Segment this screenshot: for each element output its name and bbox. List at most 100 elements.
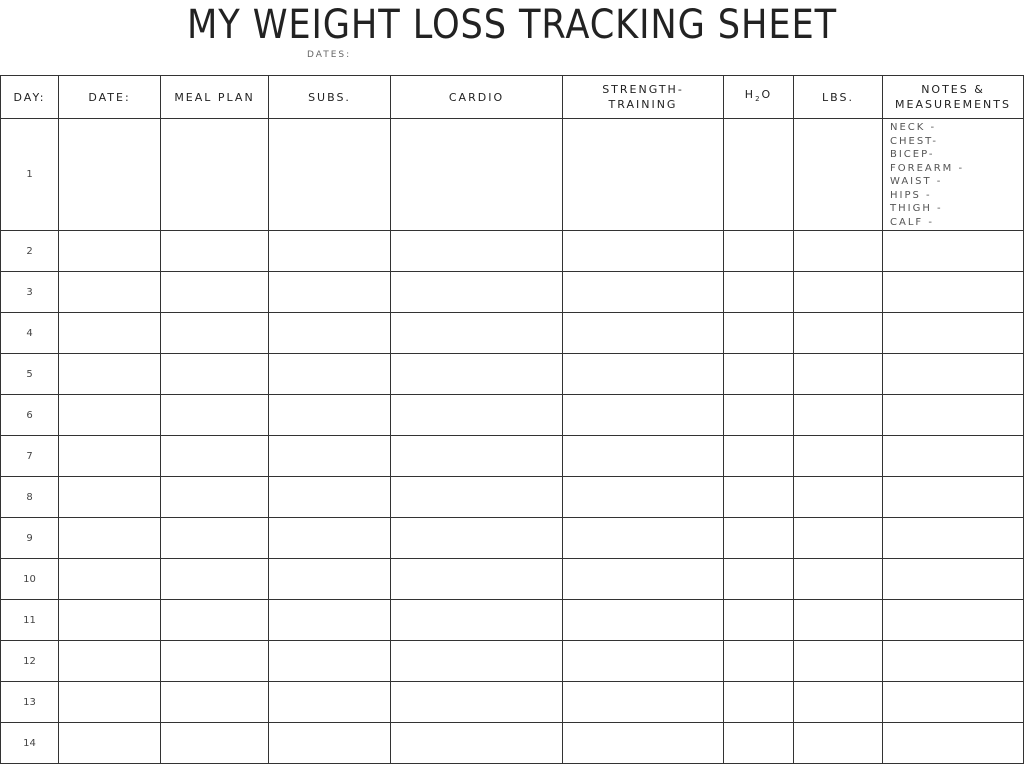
cardio-cell[interactable]: [390, 271, 563, 313]
lbs-cell[interactable]: [793, 271, 883, 313]
lbs-cell[interactable]: [793, 435, 883, 477]
date-cell[interactable]: [58, 476, 161, 518]
notes-cell[interactable]: NECK - CHEST- BICEP- FOREARM - WAIST - HIPS -…: [882, 118, 1024, 231]
date-cell[interactable]: [58, 599, 161, 641]
subs-cell[interactable]: [268, 476, 391, 518]
lbs-cell[interactable]: [793, 517, 883, 559]
meal-plan-cell[interactable]: [160, 271, 269, 313]
notes-cell[interactable]: [882, 435, 1024, 477]
strength-training-cell[interactable]: [562, 517, 724, 559]
water-cell[interactable]: [723, 271, 794, 313]
subs-cell[interactable]: [268, 394, 391, 436]
cardio-cell[interactable]: [390, 435, 563, 477]
subs-cell[interactable]: [268, 230, 391, 272]
cardio-cell[interactable]: [390, 599, 563, 641]
subs-cell[interactable]: [268, 353, 391, 395]
meal-plan-cell[interactable]: [160, 558, 269, 600]
meal-plan-cell[interactable]: [160, 681, 269, 723]
water-cell[interactable]: [723, 394, 794, 436]
lbs-cell[interactable]: [793, 353, 883, 395]
water-cell[interactable]: [723, 118, 794, 231]
date-cell[interactable]: [58, 118, 161, 231]
cardio-cell[interactable]: [390, 118, 563, 231]
meal-plan-cell[interactable]: [160, 230, 269, 272]
water-cell[interactable]: [723, 517, 794, 559]
water-cell[interactable]: [723, 681, 794, 723]
date-cell[interactable]: [58, 722, 161, 764]
strength-training-cell[interactable]: [562, 271, 724, 313]
cardio-cell[interactable]: [390, 394, 563, 436]
meal-plan-cell[interactable]: [160, 394, 269, 436]
strength-training-cell[interactable]: [562, 435, 724, 477]
water-cell[interactable]: [723, 599, 794, 641]
subs-cell[interactable]: [268, 271, 391, 313]
strength-training-cell[interactable]: [562, 681, 724, 723]
water-cell[interactable]: [723, 353, 794, 395]
date-cell[interactable]: [58, 353, 161, 395]
water-cell[interactable]: [723, 230, 794, 272]
meal-plan-cell[interactable]: [160, 312, 269, 354]
subs-cell[interactable]: [268, 435, 391, 477]
lbs-cell[interactable]: [793, 394, 883, 436]
notes-cell[interactable]: [882, 681, 1024, 723]
date-cell[interactable]: [58, 312, 161, 354]
cardio-cell[interactable]: [390, 353, 563, 395]
notes-cell[interactable]: [882, 230, 1024, 272]
subs-cell[interactable]: [268, 312, 391, 354]
date-cell[interactable]: [58, 558, 161, 600]
notes-cell[interactable]: [882, 517, 1024, 559]
meal-plan-cell[interactable]: [160, 599, 269, 641]
lbs-cell[interactable]: [793, 599, 883, 641]
water-cell[interactable]: [723, 312, 794, 354]
date-cell[interactable]: [58, 230, 161, 272]
date-cell[interactable]: [58, 271, 161, 313]
date-cell[interactable]: [58, 517, 161, 559]
date-cell[interactable]: [58, 435, 161, 477]
strength-training-cell[interactable]: [562, 312, 724, 354]
subs-cell[interactable]: [268, 722, 391, 764]
subs-cell[interactable]: [268, 517, 391, 559]
water-cell[interactable]: [723, 558, 794, 600]
notes-cell[interactable]: [882, 558, 1024, 600]
subs-cell[interactable]: [268, 118, 391, 231]
meal-plan-cell[interactable]: [160, 435, 269, 477]
water-cell[interactable]: [723, 722, 794, 764]
meal-plan-cell[interactable]: [160, 640, 269, 682]
water-cell[interactable]: [723, 640, 794, 682]
cardio-cell[interactable]: [390, 640, 563, 682]
strength-training-cell[interactable]: [562, 230, 724, 272]
subs-cell[interactable]: [268, 599, 391, 641]
lbs-cell[interactable]: [793, 230, 883, 272]
strength-training-cell[interactable]: [562, 353, 724, 395]
strength-training-cell[interactable]: [562, 599, 724, 641]
strength-training-cell[interactable]: [562, 640, 724, 682]
water-cell[interactable]: [723, 435, 794, 477]
lbs-cell[interactable]: [793, 312, 883, 354]
lbs-cell[interactable]: [793, 640, 883, 682]
lbs-cell[interactable]: [793, 681, 883, 723]
notes-cell[interactable]: [882, 722, 1024, 764]
notes-cell[interactable]: [882, 353, 1024, 395]
strength-training-cell[interactable]: [562, 394, 724, 436]
lbs-cell[interactable]: [793, 476, 883, 518]
date-cell[interactable]: [58, 394, 161, 436]
notes-cell[interactable]: [882, 476, 1024, 518]
lbs-cell[interactable]: [793, 558, 883, 600]
subs-cell[interactable]: [268, 558, 391, 600]
strength-training-cell[interactable]: [562, 476, 724, 518]
meal-plan-cell[interactable]: [160, 118, 269, 231]
notes-cell[interactable]: [882, 271, 1024, 313]
subs-cell[interactable]: [268, 681, 391, 723]
cardio-cell[interactable]: [390, 681, 563, 723]
water-cell[interactable]: [723, 476, 794, 518]
meal-plan-cell[interactable]: [160, 353, 269, 395]
date-cell[interactable]: [58, 681, 161, 723]
notes-cell[interactable]: [882, 640, 1024, 682]
notes-cell[interactable]: [882, 394, 1024, 436]
cardio-cell[interactable]: [390, 476, 563, 518]
cardio-cell[interactable]: [390, 517, 563, 559]
date-cell[interactable]: [58, 640, 161, 682]
cardio-cell[interactable]: [390, 722, 563, 764]
cardio-cell[interactable]: [390, 230, 563, 272]
strength-training-cell[interactable]: [562, 722, 724, 764]
